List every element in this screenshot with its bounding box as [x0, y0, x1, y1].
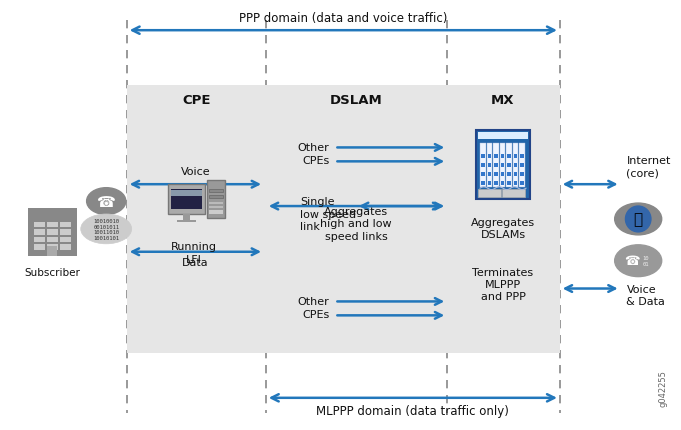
Bar: [127, 86, 266, 353]
Bar: [47, 237, 58, 243]
Text: Other
CPEs: Other CPEs: [298, 143, 330, 166]
Bar: [493, 144, 498, 188]
Bar: [476, 130, 530, 200]
Bar: [506, 144, 512, 188]
Bar: [207, 181, 225, 218]
Bar: [501, 182, 505, 186]
Text: Terminates
MLPPP
and PPP: Terminates MLPPP and PPP: [473, 267, 533, 302]
Bar: [60, 245, 71, 250]
Bar: [514, 182, 518, 186]
Text: Data: Data: [182, 257, 208, 267]
Bar: [514, 155, 518, 159]
Bar: [507, 182, 511, 186]
Text: 10
01: 10 01: [643, 256, 649, 267]
Bar: [514, 173, 518, 177]
Text: Aggregates
high and low
speed links: Aggregates high and low speed links: [320, 206, 392, 241]
Bar: [494, 164, 498, 168]
Bar: [507, 164, 511, 168]
Text: ☎: ☎: [624, 255, 640, 267]
Bar: [500, 144, 505, 188]
Text: Single
low speed
link: Single low speed link: [300, 197, 356, 231]
Bar: [28, 209, 77, 256]
Bar: [177, 221, 196, 222]
Bar: [486, 144, 492, 188]
Bar: [520, 144, 525, 188]
Bar: [34, 222, 45, 228]
Text: CPE: CPE: [182, 94, 210, 107]
Bar: [520, 182, 524, 186]
Text: Voice: Voice: [180, 167, 210, 177]
Text: Other
CPEs: Other CPEs: [298, 297, 330, 319]
Bar: [171, 190, 202, 209]
Bar: [494, 155, 498, 159]
Text: ☎: ☎: [97, 194, 116, 209]
Bar: [520, 155, 524, 159]
Bar: [494, 173, 498, 177]
Bar: [47, 230, 58, 235]
Bar: [507, 155, 511, 159]
Text: MX: MX: [491, 94, 515, 107]
Text: PPP domain (data and voice traffic): PPP domain (data and voice traffic): [239, 12, 447, 25]
Bar: [488, 155, 491, 159]
Bar: [34, 230, 45, 235]
Bar: [501, 164, 505, 168]
Bar: [266, 86, 447, 353]
Bar: [209, 203, 223, 205]
Bar: [488, 182, 491, 186]
Bar: [481, 182, 485, 186]
Bar: [478, 190, 501, 198]
Bar: [494, 182, 498, 186]
Bar: [520, 164, 524, 168]
Bar: [47, 222, 58, 228]
Bar: [209, 190, 223, 193]
Bar: [480, 144, 486, 188]
Text: Aggregates
DSLAMs: Aggregates DSLAMs: [471, 218, 535, 240]
Text: MLPPP domain (data traffic only): MLPPP domain (data traffic only): [317, 404, 509, 417]
Bar: [520, 173, 524, 177]
Bar: [183, 215, 191, 221]
Text: g042255: g042255: [658, 369, 667, 406]
Bar: [481, 173, 485, 177]
Bar: [60, 237, 71, 243]
Bar: [488, 164, 491, 168]
Bar: [478, 132, 528, 140]
Bar: [488, 173, 491, 177]
Bar: [209, 211, 223, 215]
Bar: [60, 222, 71, 228]
Bar: [48, 246, 57, 256]
Bar: [501, 173, 505, 177]
Ellipse shape: [615, 245, 662, 277]
Ellipse shape: [81, 215, 131, 244]
Ellipse shape: [86, 188, 126, 215]
Bar: [514, 164, 518, 168]
Text: Internet
(core): Internet (core): [627, 156, 671, 178]
Bar: [502, 190, 525, 198]
Text: Voice
& Data: Voice & Data: [627, 284, 665, 306]
Bar: [171, 191, 202, 197]
Text: Running
LFI: Running LFI: [170, 241, 217, 264]
Bar: [209, 206, 223, 209]
Text: 10010010
00101011
10011010
10010101: 10010010 00101011 10011010 10010101: [93, 218, 119, 240]
Text: Subscriber: Subscriber: [25, 267, 80, 277]
Bar: [507, 173, 511, 177]
Bar: [34, 237, 45, 243]
Bar: [60, 230, 71, 235]
Bar: [209, 196, 223, 199]
Bar: [481, 164, 485, 168]
Bar: [513, 144, 518, 188]
Bar: [501, 155, 505, 159]
Bar: [34, 245, 45, 250]
Bar: [447, 86, 560, 353]
Circle shape: [625, 206, 651, 232]
Ellipse shape: [615, 203, 662, 235]
Bar: [168, 185, 205, 215]
Bar: [481, 155, 485, 159]
Text: 🌐: 🌐: [633, 212, 643, 227]
Bar: [47, 245, 58, 250]
Text: DSLAM: DSLAM: [330, 94, 383, 107]
